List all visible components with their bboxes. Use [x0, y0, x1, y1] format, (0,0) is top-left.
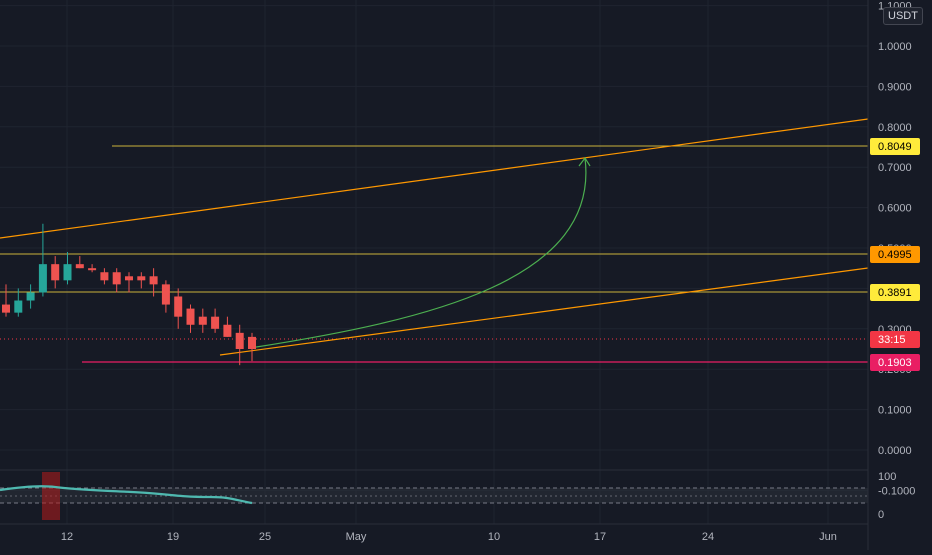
- candle-body: [100, 272, 109, 281]
- candle[interactable]: [223, 316, 232, 337]
- candle[interactable]: [211, 308, 220, 333]
- price-tag-label: 0.3891: [878, 287, 912, 299]
- price-tag-bg: [870, 284, 920, 301]
- time-tick-label: 19: [167, 531, 179, 543]
- time-tick-label: 10: [488, 531, 500, 543]
- candle[interactable]: [26, 284, 35, 309]
- time-tick-label: 17: [594, 531, 606, 543]
- candle[interactable]: [198, 308, 207, 333]
- price-tick-label: 0.6000: [878, 203, 912, 215]
- candle-body: [2, 304, 10, 313]
- vertical-grid: [66, 0, 829, 524]
- price-tag-label: 0.8049: [878, 141, 912, 153]
- candle[interactable]: [137, 272, 146, 289]
- price-tag[interactable]: 33:15: [870, 331, 920, 348]
- price-tag-bg: [870, 246, 920, 263]
- candle-body: [248, 336, 256, 349]
- oscillator-line: [0, 485, 253, 505]
- arrow-head-icon: [578, 156, 591, 167]
- candle[interactable]: [112, 268, 121, 293]
- candle-body: [161, 284, 170, 305]
- price-tag-label: 0.1903: [878, 357, 912, 369]
- candle-body: [198, 316, 207, 325]
- price-tick-label: 0.8000: [878, 122, 912, 134]
- time-axis[interactable]: 12 19 25 May 10 17 24 Jun: [61, 531, 837, 543]
- price-tick-label: 1.0000: [878, 41, 912, 53]
- candle-body: [51, 264, 60, 281]
- time-tick-label: 24: [702, 531, 714, 543]
- price-tag-label: 0.4995: [878, 249, 912, 261]
- candle-body: [38, 264, 47, 293]
- oscillator-tick-label: 100: [878, 471, 896, 483]
- oscillator-tick-label: 0: [878, 509, 884, 521]
- candle-body: [14, 300, 23, 313]
- price-tag-bg: [870, 331, 920, 348]
- price-tick-label: 0.0000: [878, 445, 912, 457]
- candle[interactable]: [235, 324, 244, 366]
- price-tick-label: 0.9000: [878, 81, 912, 93]
- candle-body: [63, 264, 72, 281]
- candlestick-series: [2, 223, 256, 366]
- currency-badge[interactable]: USDT: [883, 7, 923, 25]
- time-tick-label: Jun: [819, 531, 837, 543]
- price-tags: 0.8049 0.4995 0.3891 33:15 0.1903: [870, 138, 920, 371]
- candle-body: [75, 264, 84, 269]
- time-tick-label: May: [346, 531, 367, 543]
- candle[interactable]: [149, 268, 158, 297]
- price-tag[interactable]: 0.1903: [870, 354, 920, 371]
- candle-body: [223, 324, 232, 337]
- time-tick-label: 12: [61, 531, 73, 543]
- lower-trendline[interactable]: [219, 267, 869, 356]
- price-tag-bg: [870, 354, 920, 371]
- oscillator-axis[interactable]: 100 0: [878, 471, 896, 521]
- price-tag-bg: [870, 138, 920, 155]
- time-tick-label: 25: [259, 531, 271, 543]
- candle[interactable]: [51, 256, 60, 289]
- price-tag[interactable]: 0.8049: [870, 138, 920, 155]
- candle[interactable]: [161, 280, 170, 313]
- candle-body: [235, 332, 244, 349]
- candle-body: [149, 276, 158, 285]
- candle[interactable]: [38, 223, 47, 297]
- upper-trendline[interactable]: [0, 118, 869, 239]
- candle[interactable]: [125, 272, 133, 293]
- candle[interactable]: [248, 332, 256, 362]
- price-tag-label: 33:15: [878, 334, 906, 346]
- candle[interactable]: [75, 256, 84, 269]
- candle-body: [174, 296, 183, 317]
- candle-body: [186, 308, 195, 325]
- horizontal-grid: [0, 5, 868, 491]
- candle[interactable]: [100, 268, 109, 285]
- oscillator-band-fill: [0, 488, 868, 503]
- price-tag[interactable]: 0.3891: [870, 284, 920, 301]
- oscillator-overbought-highlight: [42, 472, 60, 520]
- candle-body: [26, 292, 35, 301]
- candle[interactable]: [174, 288, 183, 329]
- candle-body: [137, 276, 146, 281]
- candle-body: [112, 272, 121, 285]
- candle-body: [125, 276, 133, 281]
- candle[interactable]: [14, 288, 23, 317]
- candle[interactable]: [88, 264, 97, 273]
- candle[interactable]: [2, 284, 10, 317]
- candle[interactable]: [186, 304, 195, 333]
- candle-body: [211, 316, 220, 329]
- candle-body: [88, 268, 97, 271]
- price-tick-label: 0.7000: [878, 162, 912, 174]
- projection-arrow[interactable]: [249, 157, 587, 349]
- candle[interactable]: [63, 252, 72, 285]
- price-tag[interactable]: 0.4995: [870, 246, 920, 263]
- price-tick-label: 0.1000: [878, 405, 912, 417]
- price-tick-label: -0.1000: [878, 485, 915, 497]
